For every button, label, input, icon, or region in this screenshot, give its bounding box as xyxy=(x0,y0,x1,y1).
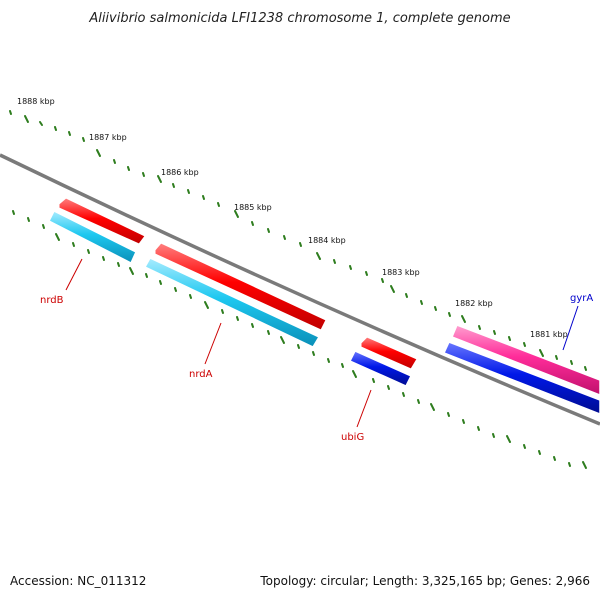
ubiG-label-leader xyxy=(356,389,372,428)
kbp-label-1881: 1881 kbp xyxy=(530,330,568,339)
nrdB-forward-arrow[interactable] xyxy=(58,197,146,245)
kbp-label-1887: 1887 kbp xyxy=(89,133,127,142)
nrdA-forward-arrow[interactable] xyxy=(154,242,327,331)
nrdB-label-leader xyxy=(65,258,83,291)
gyrA-label-leader xyxy=(562,305,579,351)
chromosome-backbone xyxy=(0,153,600,426)
kbp-label-1886: 1886 kbp xyxy=(161,168,199,177)
gyrA-forward-bar[interactable] xyxy=(451,324,600,396)
gene-nrdA[interactable]: nrdA xyxy=(143,242,327,380)
gyrA-label[interactable]: gyrA xyxy=(570,293,593,304)
kbp-label-1888: 1888 kbp xyxy=(17,97,55,106)
nrdB-label[interactable]: nrdB xyxy=(40,295,64,306)
accession-text: Accession: NC_011312 xyxy=(10,574,147,588)
gene-ubiG[interactable]: ubiG xyxy=(341,336,418,443)
ubiG-label[interactable]: ubiG xyxy=(341,432,364,443)
ubiG-forward-arrow[interactable] xyxy=(360,336,418,370)
nrdB-reverse-bar[interactable] xyxy=(47,209,137,265)
nrdA-label-leader xyxy=(204,322,222,365)
nrdA-reverse-bar[interactable] xyxy=(143,257,321,348)
map-title: Aliivibrio salmonicida LFI1238 chromosom… xyxy=(88,11,510,26)
kbp-label-1885: 1885 kbp xyxy=(234,203,272,212)
kbp-label-1884: 1884 kbp xyxy=(308,236,346,245)
topology-text: Topology: circular; Length: 3,325,165 bp… xyxy=(260,574,590,588)
gene-gyrA[interactable]: gyrA xyxy=(442,293,600,415)
lower-tick-row xyxy=(12,210,587,469)
upper-tick-row xyxy=(9,110,587,371)
ubiG-reverse-bar[interactable] xyxy=(348,350,413,387)
nrdA-label[interactable]: nrdA xyxy=(189,369,213,380)
kbp-label-1882: 1882 kbp xyxy=(455,299,493,308)
gene-nrdB[interactable]: nrdB xyxy=(40,197,146,306)
gyrA-reverse-bar[interactable] xyxy=(442,341,600,415)
kbp-label-1883: 1883 kbp xyxy=(382,268,420,277)
